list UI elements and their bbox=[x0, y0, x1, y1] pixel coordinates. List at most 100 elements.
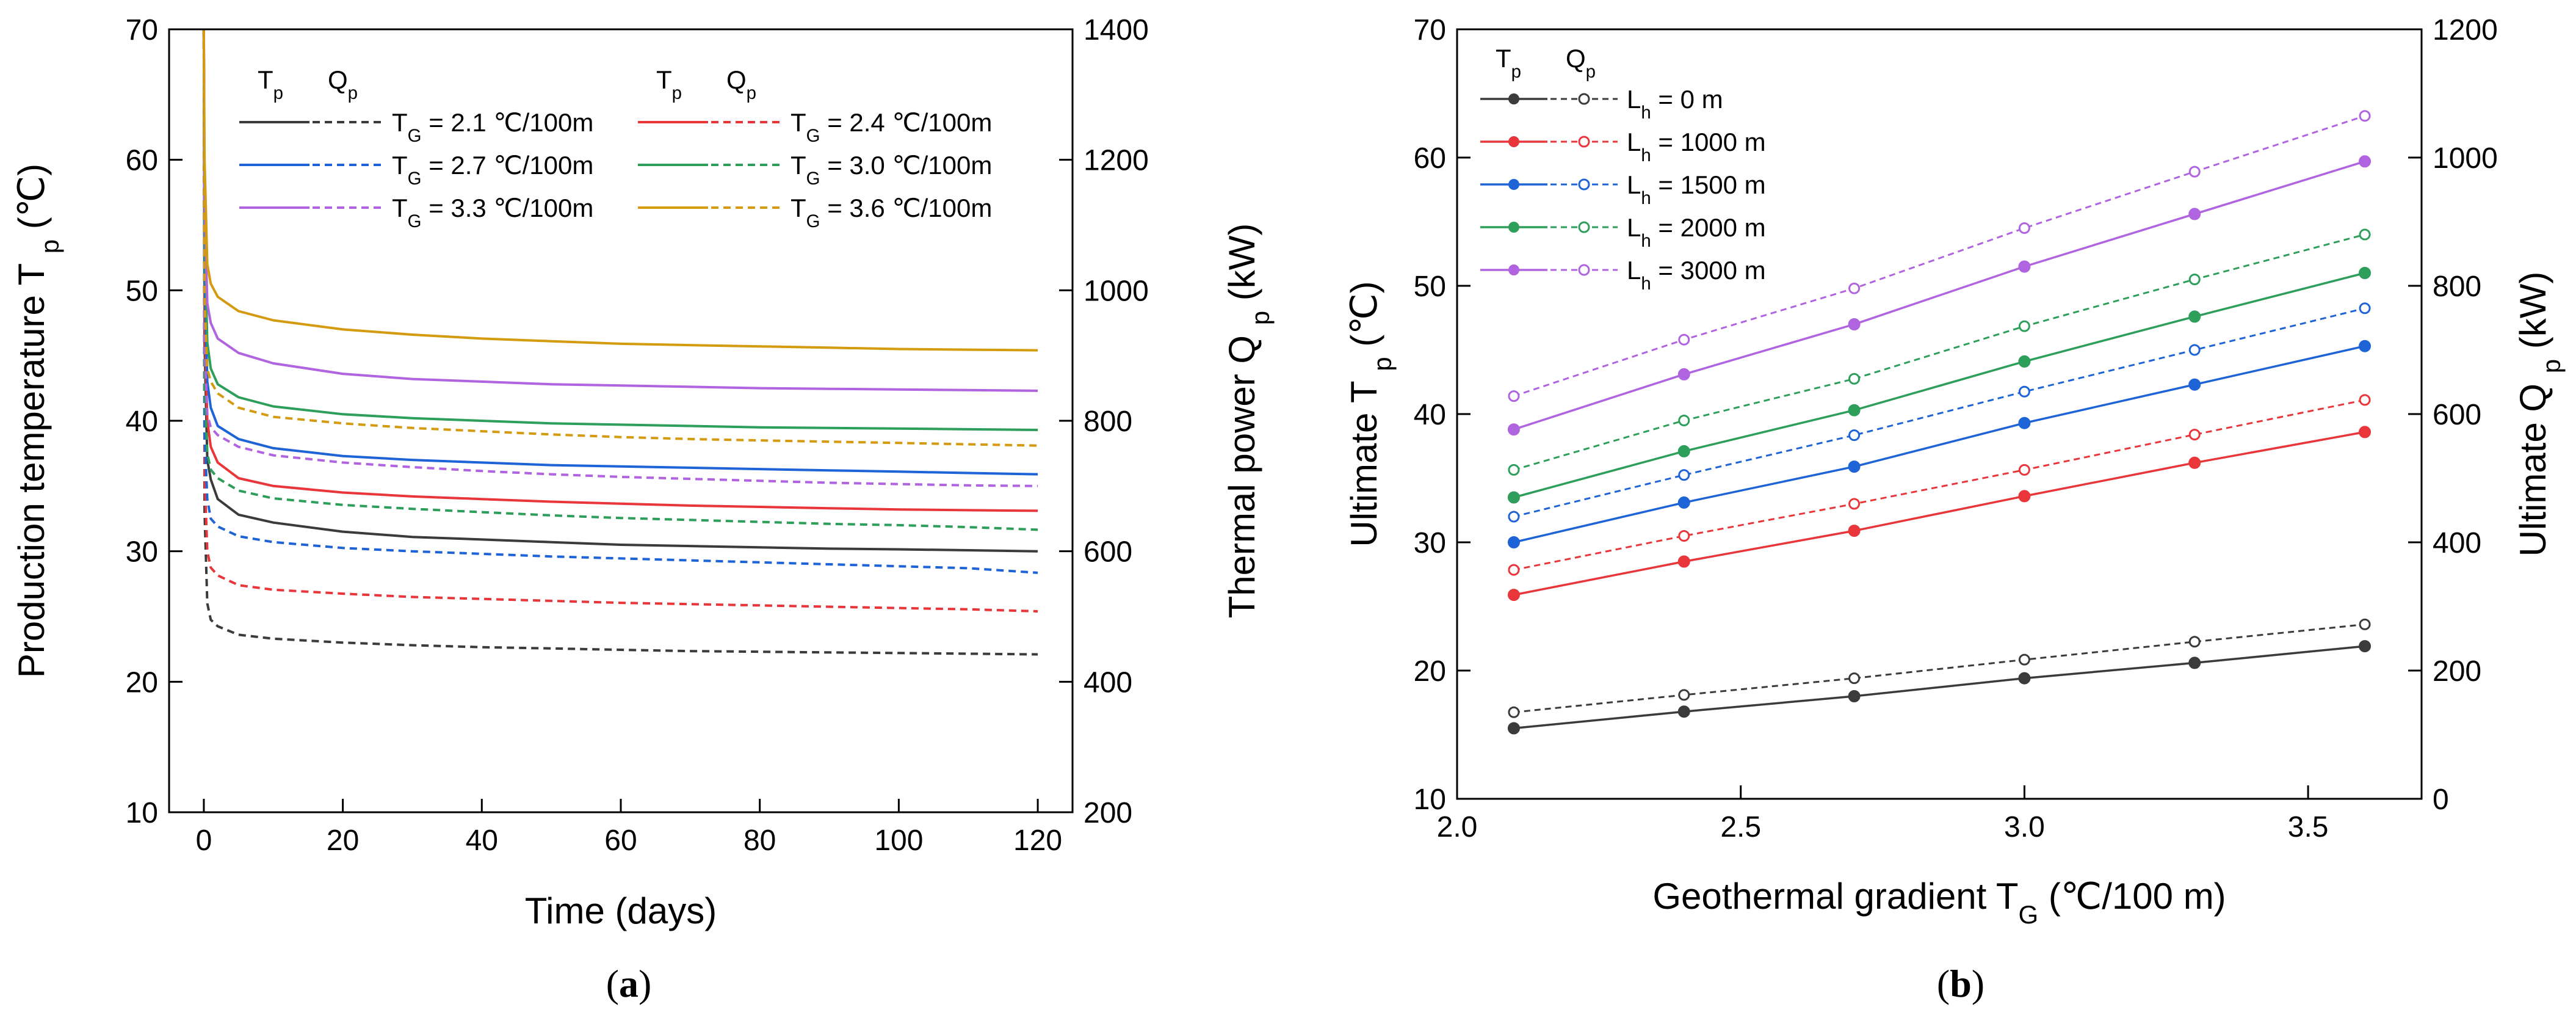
legend-label-0: TG = 2.1 ℃/100m bbox=[392, 108, 593, 146]
qp-point-1-0 bbox=[1508, 564, 1520, 576]
qp-point-2-5 bbox=[2359, 302, 2371, 315]
legend-label-2: TG = 2.7 ℃/100m bbox=[392, 151, 593, 189]
panel-a-y-tick-label: 30 bbox=[126, 536, 158, 569]
text-part: Production temperature T bbox=[11, 253, 52, 678]
legend-header-tp: Tp bbox=[258, 65, 283, 103]
tp-point-1-4 bbox=[2188, 456, 2201, 469]
panel-a-y2-tick-label: 1400 bbox=[1084, 14, 1149, 46]
qp-point-0-5 bbox=[2359, 618, 2371, 630]
legend-qp-marker-2 bbox=[1578, 178, 1590, 191]
text-part: h bbox=[1641, 231, 1651, 251]
text-part: Q bbox=[1566, 44, 1586, 73]
series-qp-line-3 bbox=[1513, 233, 2365, 471]
panel-b-y-tick-label: 70 bbox=[1414, 14, 1446, 46]
panel-a-y2-tick-label: 600 bbox=[1084, 536, 1132, 569]
tp-point-2-4 bbox=[2188, 378, 2201, 391]
text-part: h bbox=[1641, 103, 1651, 123]
text-part: = 2000 m bbox=[1651, 213, 1766, 242]
text-part: T bbox=[392, 194, 408, 222]
qp-point-3-5 bbox=[2359, 228, 2371, 241]
text-part: h bbox=[1641, 188, 1651, 208]
series-qp-line-4 bbox=[1513, 115, 2365, 398]
text-part: = 3.3 ℃/100m bbox=[422, 194, 594, 222]
legend-tp-marker-3 bbox=[1508, 222, 1519, 233]
text-part: = 0 m bbox=[1651, 85, 1723, 114]
text-part: T bbox=[1496, 44, 1511, 73]
tp-point-1-2 bbox=[1848, 525, 1861, 537]
panel-b-y2-tick-label: 200 bbox=[2433, 655, 2481, 688]
legend-header-qp: Qp bbox=[1566, 44, 1596, 82]
tp-point-1-3 bbox=[2018, 490, 2031, 503]
legend-header-qp: Qp bbox=[726, 65, 756, 103]
panel-b-x-tick-label: 3.0 bbox=[2004, 811, 2045, 843]
tp-point-1-5 bbox=[2359, 426, 2372, 438]
panel-a-x-tick-label: 120 bbox=[1013, 824, 1062, 857]
text-part: Q bbox=[328, 65, 348, 94]
legend-header-tp: Tp bbox=[656, 65, 682, 103]
panel-a-y2-tick-label: 200 bbox=[1084, 797, 1132, 829]
text-part: G bbox=[806, 169, 820, 189]
panel-b-y2-tick-label: 0 bbox=[2433, 784, 2449, 816]
qp-point-4-2 bbox=[1848, 282, 1861, 294]
text-part: = 1500 m bbox=[1651, 170, 1766, 199]
caption-letter: a bbox=[619, 962, 639, 1005]
tp-point-0-1 bbox=[1677, 705, 1690, 718]
series-tp-line-0 bbox=[1513, 645, 2365, 730]
legend-qp-marker-4 bbox=[1578, 264, 1590, 276]
legend-tp-marker-4 bbox=[1508, 264, 1519, 275]
qp-point-3-4 bbox=[2188, 274, 2201, 285]
panel-a-y-tick-label: 10 bbox=[126, 797, 158, 829]
series-qp-line-3 bbox=[202, 29, 1038, 531]
text-part: L bbox=[1627, 170, 1641, 199]
legend-label-1: Lh = 1000 m bbox=[1627, 128, 1766, 166]
text-part: = 2.7 ℃/100m bbox=[422, 151, 594, 180]
tp-point-4-4 bbox=[2188, 208, 2201, 220]
text-part: T bbox=[791, 194, 806, 222]
series-qp-line-1 bbox=[202, 29, 1038, 613]
tp-point-3-2 bbox=[1848, 404, 1861, 417]
panel-b-y-tick-label: 60 bbox=[1414, 142, 1446, 175]
panel-b-y-tick-label: 40 bbox=[1414, 399, 1446, 431]
legend-header-qp: Qp bbox=[328, 65, 358, 103]
text-part: p bbox=[1511, 62, 1521, 82]
panel-b-caption: (b) bbox=[1937, 962, 1984, 1005]
qp-point-2-2 bbox=[1848, 429, 1861, 442]
qp-point-4-3 bbox=[2018, 222, 2030, 234]
legend-label-3: TG = 3.0 ℃/100m bbox=[791, 151, 992, 189]
tp-point-1-1 bbox=[1677, 555, 1690, 568]
legend-qp-marker-1 bbox=[1578, 136, 1590, 148]
text-part: = 3.0 ℃/100m bbox=[820, 151, 993, 180]
panel-b-x-axis-label: Geothermal gradient TG (℃/100 m) bbox=[1652, 876, 2226, 929]
text-part: (kW) bbox=[1221, 224, 1262, 311]
text-part: (kW) bbox=[2513, 272, 2553, 359]
legend-label-3: Lh = 2000 m bbox=[1627, 213, 1766, 251]
text-part: = 3.6 ℃/100m bbox=[820, 194, 993, 222]
series-qp-line-2 bbox=[202, 29, 1038, 574]
series-qp-line-0 bbox=[202, 29, 1038, 656]
tp-point-4-0 bbox=[1507, 423, 1520, 436]
panel-b-y2-tick-label: 1000 bbox=[2433, 142, 2498, 175]
panel-b-x-tick-label: 2.0 bbox=[1437, 811, 1478, 843]
series-tp-line-1 bbox=[202, 29, 1038, 512]
text-part: G bbox=[806, 126, 820, 146]
panel-a-x-tick-label: 100 bbox=[874, 824, 923, 857]
panel-a-x-axis-label: Time (days) bbox=[525, 890, 717, 931]
panel-a-y2-axis-label: Thermal power Q p (kW) bbox=[1221, 224, 1275, 619]
series-tp-line-2 bbox=[1513, 344, 2365, 544]
panel-b-y2-tick-label: 600 bbox=[2433, 399, 2481, 431]
panel-a-x-tick-label: 0 bbox=[196, 824, 212, 857]
qp-point-2-1 bbox=[1678, 469, 1690, 481]
text-part: p bbox=[1586, 62, 1596, 82]
tp-point-0-0 bbox=[1507, 722, 1520, 735]
series-tp-line-0 bbox=[202, 29, 1038, 553]
text-part: Ultimate T bbox=[1344, 371, 1384, 547]
legend-tp-marker-2 bbox=[1508, 179, 1519, 190]
text-part: = 2.1 ℃/100m bbox=[422, 108, 594, 137]
tp-point-2-2 bbox=[1848, 460, 1861, 473]
text-part: = 3000 m bbox=[1651, 256, 1766, 285]
panel-a-y-tick-label: 20 bbox=[126, 666, 158, 699]
series-tp-line-3 bbox=[1513, 272, 2365, 499]
caption-open-paren: ( bbox=[1937, 962, 1950, 1005]
